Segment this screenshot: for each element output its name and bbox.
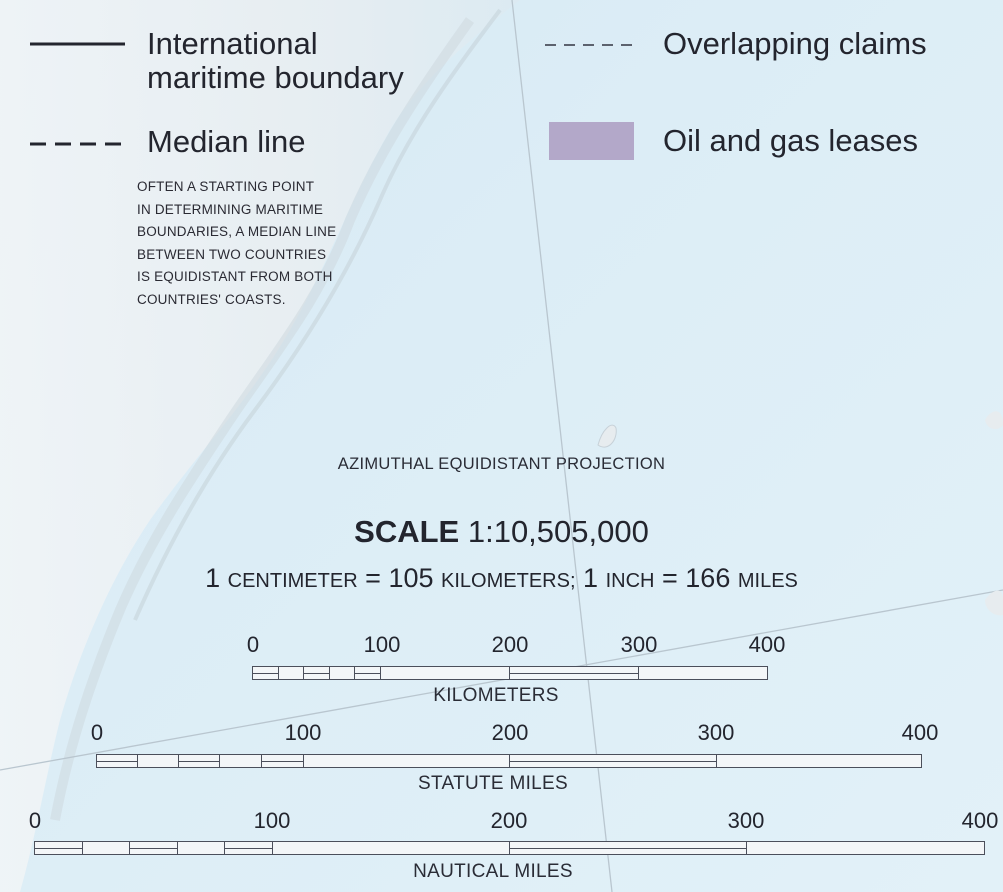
coastline-shading: [0, 0, 520, 892]
km-bar: [252, 666, 768, 680]
km-tick-400: 400: [748, 632, 786, 657]
scale-word: SCALE: [354, 514, 460, 549]
island: [597, 424, 617, 448]
oil-gas-lease-swatch: [549, 122, 634, 160]
km-value: 105: [388, 563, 434, 593]
international-boundary-label: International maritime boundary: [147, 26, 404, 95]
mi-unit: MILES: [737, 570, 798, 592]
mi-tick-200: 200: [491, 720, 529, 745]
mi-tick-100: 100: [284, 720, 322, 745]
statute-label: STATUTE MILES: [418, 773, 568, 794]
ridge-texture-2: [133, 8, 502, 621]
km-label: KILOMETERS: [433, 685, 559, 706]
equals-1: =: [365, 563, 381, 593]
projection-label: AZIMUTHAL EQUIDISTANT PROJECTION: [337, 455, 666, 473]
nautical-bar: [34, 841, 985, 855]
km-tick-0: 0: [246, 632, 260, 657]
km-tick-300: 300: [620, 632, 658, 657]
nm-tick-400: 400: [961, 808, 999, 833]
scale-equivalence: 1 CENTIMETER = 105 KILOMETERS; 1 INCH = …: [0, 563, 1003, 594]
km-tick-200: 200: [491, 632, 529, 657]
median-line-note: OFTEN A STARTING POINT IN DETERMINING MA…: [137, 179, 337, 307]
mi-tick-400: 400: [901, 720, 939, 745]
nm-tick-0: 0: [28, 808, 42, 833]
island: [985, 411, 1003, 430]
nm-tick-200: 200: [490, 808, 528, 833]
ridge-texture: [50, 17, 475, 821]
km-tick-100: 100: [363, 632, 401, 657]
median-line-label: Median line: [147, 124, 306, 159]
statute-bar: [96, 754, 922, 768]
inch-value: 1: [583, 563, 599, 593]
mi-value: 166: [685, 563, 731, 593]
scale-ratio: 1:10,505,000: [467, 514, 649, 549]
equals-2: =: [661, 563, 678, 593]
overlapping-claims-label: Overlapping claims: [663, 26, 927, 61]
cm-unit: CENTIMETER: [227, 570, 358, 592]
km-unit: KILOMETERS;: [441, 570, 576, 592]
mi-tick-300: 300: [697, 720, 735, 745]
nm-tick-300: 300: [727, 808, 765, 833]
scale-title: SCALE 1:10,505,000: [0, 514, 1003, 550]
inch-unit: INCH: [605, 570, 655, 592]
island: [985, 590, 1003, 616]
oil-gas-leases-label: Oil and gas leases: [663, 123, 919, 158]
boundary-line-vertical: [511, 0, 613, 892]
nm-tick-100: 100: [253, 808, 291, 833]
boundary-line-diagonal: [0, 589, 1003, 771]
nautical-label: NAUTICAL MILES: [413, 861, 573, 882]
cm-value: 1: [205, 563, 221, 593]
mi-tick-0: 0: [90, 720, 104, 745]
